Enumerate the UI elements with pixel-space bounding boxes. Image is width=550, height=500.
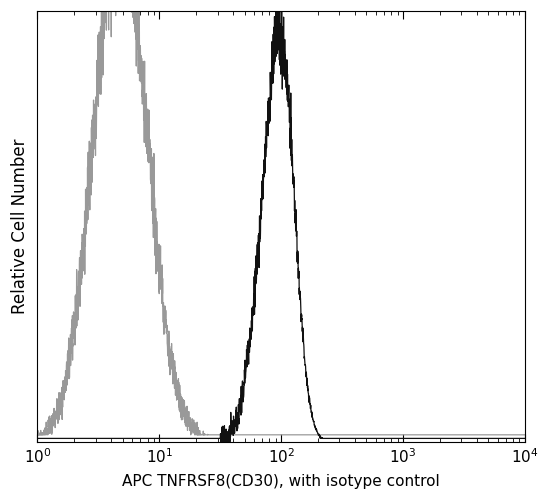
X-axis label: APC TNFRSF8(CD30), with isotype control: APC TNFRSF8(CD30), with isotype control — [122, 474, 440, 489]
Y-axis label: Relative Cell Number: Relative Cell Number — [11, 139, 29, 314]
